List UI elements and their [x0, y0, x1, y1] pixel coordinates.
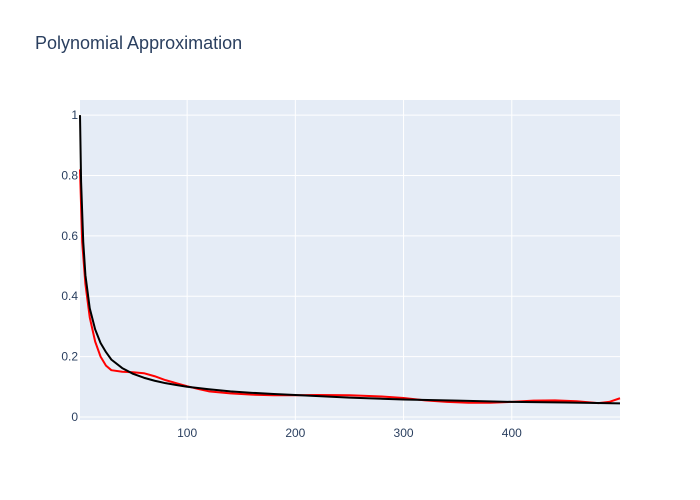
x-tick-label: 200: [285, 426, 305, 440]
y-tick-label: 0.2: [61, 350, 78, 364]
x-tick-label: 100: [177, 426, 197, 440]
y-tick-label: 0.4: [61, 289, 78, 303]
x-tick-label: 400: [502, 426, 522, 440]
gridlines: [80, 100, 620, 420]
y-tick-label: 1: [71, 108, 78, 122]
series-layer: [79, 115, 621, 405]
x-axis-tick-labels: 100 200 300 400: [177, 426, 522, 440]
chart-title: Polynomial Approximation: [35, 33, 243, 53]
y-axis-tick-labels: 0 0.2 0.4 0.6 0.8 1: [61, 108, 78, 424]
plot-background: [80, 100, 620, 420]
x-tick-label: 300: [394, 426, 414, 440]
series-line-1: [79, 115, 621, 405]
y-tick-label: 0.8: [61, 168, 78, 182]
y-tick-label: 0.6: [61, 229, 78, 243]
y-tick-label: 0: [71, 410, 78, 424]
